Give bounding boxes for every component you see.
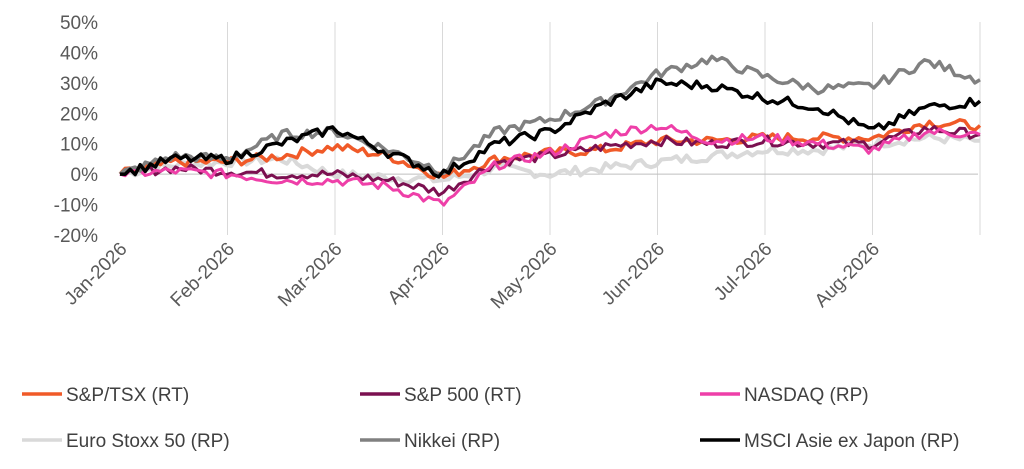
- legend-label: Euro Stoxx 50 (RP): [66, 431, 230, 452]
- x-tick-label: Jun-2026: [598, 239, 669, 310]
- series-line: [119, 123, 981, 207]
- legend-label: MSCI Asie ex Japon (RP): [744, 431, 959, 452]
- legend-label: S&P/TSX (RT): [66, 385, 189, 406]
- y-tick-label: -20%: [54, 226, 98, 247]
- x-tick-label: Mar-2026: [274, 239, 346, 311]
- x-tick-label: Aug-2026: [811, 239, 884, 312]
- y-tick-label: 20%: [60, 104, 98, 125]
- y-tick-label: 40%: [60, 43, 98, 64]
- series-lines: [118, 54, 982, 207]
- y-axis-ticks: 50% 40% 30% 20% 10% 0% -10% -20%: [54, 13, 98, 247]
- y-tick-label: 50%: [60, 13, 98, 34]
- x-tick-label: Feb-2026: [167, 239, 239, 311]
- x-tick-label: Jan-2026: [61, 239, 132, 310]
- y-tick-label: 0%: [71, 165, 99, 186]
- legend-label: Nikkei (RP): [404, 431, 500, 452]
- legend: S&P/TSX (RT) S&P 500 (RT) NASDAQ (RP) Euro …: [22, 385, 959, 452]
- y-tick-label: 10%: [60, 135, 98, 156]
- x-tick-label: Jul-2026: [710, 239, 776, 305]
- x-tick-label: May-2026: [487, 239, 562, 314]
- y-tick-label: 30%: [60, 74, 98, 95]
- y-tick-label: -10%: [54, 196, 98, 217]
- legend-label: NASDAQ (RP): [744, 385, 869, 406]
- x-tick-label: Apr-2026: [384, 239, 454, 309]
- series-line: [119, 125, 981, 197]
- legend-label: S&P 500 (RT): [404, 385, 522, 406]
- series-line: [119, 77, 982, 179]
- x-axis-ticks: Jan-2026 Feb-2026 Mar-2026 Apr-2026 May-2026…: [61, 239, 884, 314]
- series-line: [118, 54, 981, 176]
